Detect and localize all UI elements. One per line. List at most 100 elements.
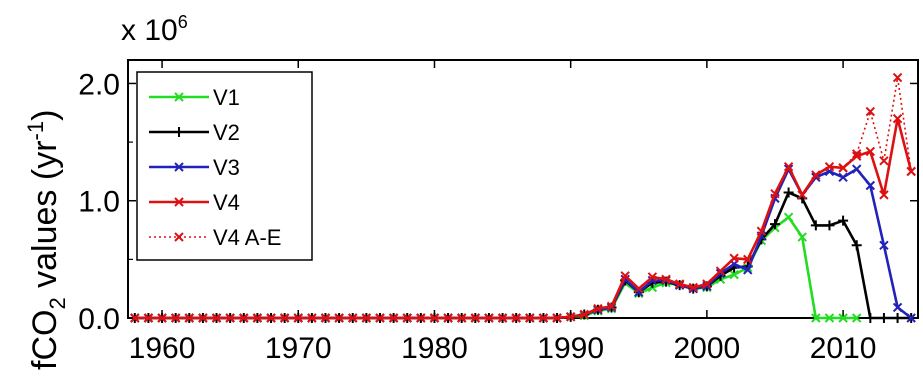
data-point bbox=[783, 187, 794, 198]
data-point bbox=[361, 313, 372, 323]
multiplier-exponent: 6 bbox=[178, 12, 188, 32]
data-point bbox=[456, 313, 467, 323]
data-point bbox=[634, 283, 644, 294]
legend-item: V4 A-E bbox=[149, 225, 281, 250]
data-point bbox=[824, 220, 835, 231]
data-point bbox=[143, 313, 154, 323]
data-point bbox=[674, 279, 685, 289]
data-point bbox=[851, 240, 862, 251]
data-point bbox=[198, 313, 208, 323]
data-point bbox=[552, 313, 562, 323]
data-point bbox=[892, 72, 903, 83]
y-tick-label: 0.0 bbox=[78, 303, 120, 336]
data-point bbox=[865, 180, 876, 191]
data-point bbox=[565, 312, 576, 322]
data-point bbox=[715, 268, 726, 279]
data-point bbox=[783, 162, 794, 172]
data-point bbox=[579, 309, 590, 320]
data-point bbox=[497, 313, 508, 323]
data-point bbox=[811, 170, 821, 180]
legend-label: V2 bbox=[213, 120, 240, 145]
data-point bbox=[729, 269, 739, 280]
data-point bbox=[865, 313, 876, 323]
legend-marker bbox=[174, 197, 184, 207]
legend-label: V4 bbox=[213, 190, 240, 215]
data-point bbox=[892, 302, 903, 313]
data-point bbox=[769, 219, 780, 230]
y-tick-label: 1.0 bbox=[78, 186, 120, 219]
legend-marker bbox=[174, 162, 184, 172]
series-v4 bbox=[130, 113, 916, 323]
data-point bbox=[388, 313, 399, 323]
data-point bbox=[770, 188, 780, 199]
data-point bbox=[443, 313, 453, 323]
legend-marker bbox=[174, 232, 184, 242]
x-tick-label: 1990 bbox=[537, 332, 604, 365]
data-point bbox=[702, 279, 712, 289]
data-point bbox=[334, 313, 344, 323]
data-point bbox=[743, 254, 753, 265]
data-point bbox=[307, 313, 317, 323]
series-v4-a-e bbox=[838, 72, 916, 177]
series-layer bbox=[129, 72, 917, 323]
x-tick-label: 1980 bbox=[401, 332, 468, 365]
x-tick-label: 1960 bbox=[129, 332, 196, 365]
data-point bbox=[865, 146, 876, 157]
data-point bbox=[743, 265, 753, 275]
data-point bbox=[634, 287, 644, 297]
data-point bbox=[838, 215, 849, 226]
multiplier-label: x 106 bbox=[121, 12, 188, 47]
data-point bbox=[239, 313, 249, 323]
legend-item: V3 bbox=[149, 155, 240, 180]
data-point bbox=[593, 303, 603, 314]
legend-item: V4 bbox=[149, 190, 240, 215]
data-point bbox=[892, 113, 903, 124]
y-axis-label-end: ) bbox=[26, 110, 64, 121]
legend-label: V1 bbox=[213, 85, 240, 110]
data-point bbox=[838, 313, 848, 323]
data-point bbox=[811, 313, 821, 323]
data-point bbox=[906, 313, 916, 323]
data-point bbox=[416, 313, 426, 323]
data-point bbox=[470, 313, 481, 323]
data-point bbox=[170, 313, 181, 323]
data-point bbox=[606, 301, 617, 311]
data-point bbox=[879, 240, 889, 250]
data-point bbox=[661, 274, 671, 285]
data-point bbox=[851, 149, 862, 159]
legend-item: V1 bbox=[149, 85, 240, 110]
data-point bbox=[157, 313, 167, 323]
legend-label: V3 bbox=[213, 155, 240, 180]
data-point bbox=[620, 271, 630, 281]
data-point bbox=[320, 313, 331, 323]
data-point bbox=[348, 313, 358, 323]
legend: V1 V2 V3 V4 V4 A-E bbox=[136, 71, 313, 261]
multiplier-base: x 10 bbox=[121, 14, 178, 47]
data-point bbox=[715, 266, 726, 276]
data-point bbox=[824, 313, 835, 323]
data-point bbox=[647, 272, 658, 282]
y-axis-label-main: fCO bbox=[26, 310, 64, 370]
legend-label: V4 A-E bbox=[213, 225, 281, 250]
data-point bbox=[688, 282, 698, 293]
data-point bbox=[838, 172, 848, 182]
data-point bbox=[879, 156, 889, 166]
data-point bbox=[184, 313, 195, 323]
data-point bbox=[429, 313, 440, 323]
data-point bbox=[851, 313, 862, 323]
data-point bbox=[525, 313, 535, 323]
data-point bbox=[906, 166, 916, 177]
data-point bbox=[211, 313, 222, 323]
data-point bbox=[402, 313, 412, 323]
data-point bbox=[851, 151, 862, 161]
data-point bbox=[797, 232, 807, 242]
data-point bbox=[851, 164, 862, 174]
data-point bbox=[879, 190, 889, 200]
data-point bbox=[783, 212, 794, 222]
legend-item: V2 bbox=[149, 120, 240, 145]
legend-marker bbox=[174, 92, 184, 102]
data-point bbox=[838, 163, 848, 173]
y-axis-label-sup: -1 bbox=[23, 121, 48, 141]
data-point bbox=[225, 313, 235, 323]
data-point bbox=[878, 313, 889, 323]
